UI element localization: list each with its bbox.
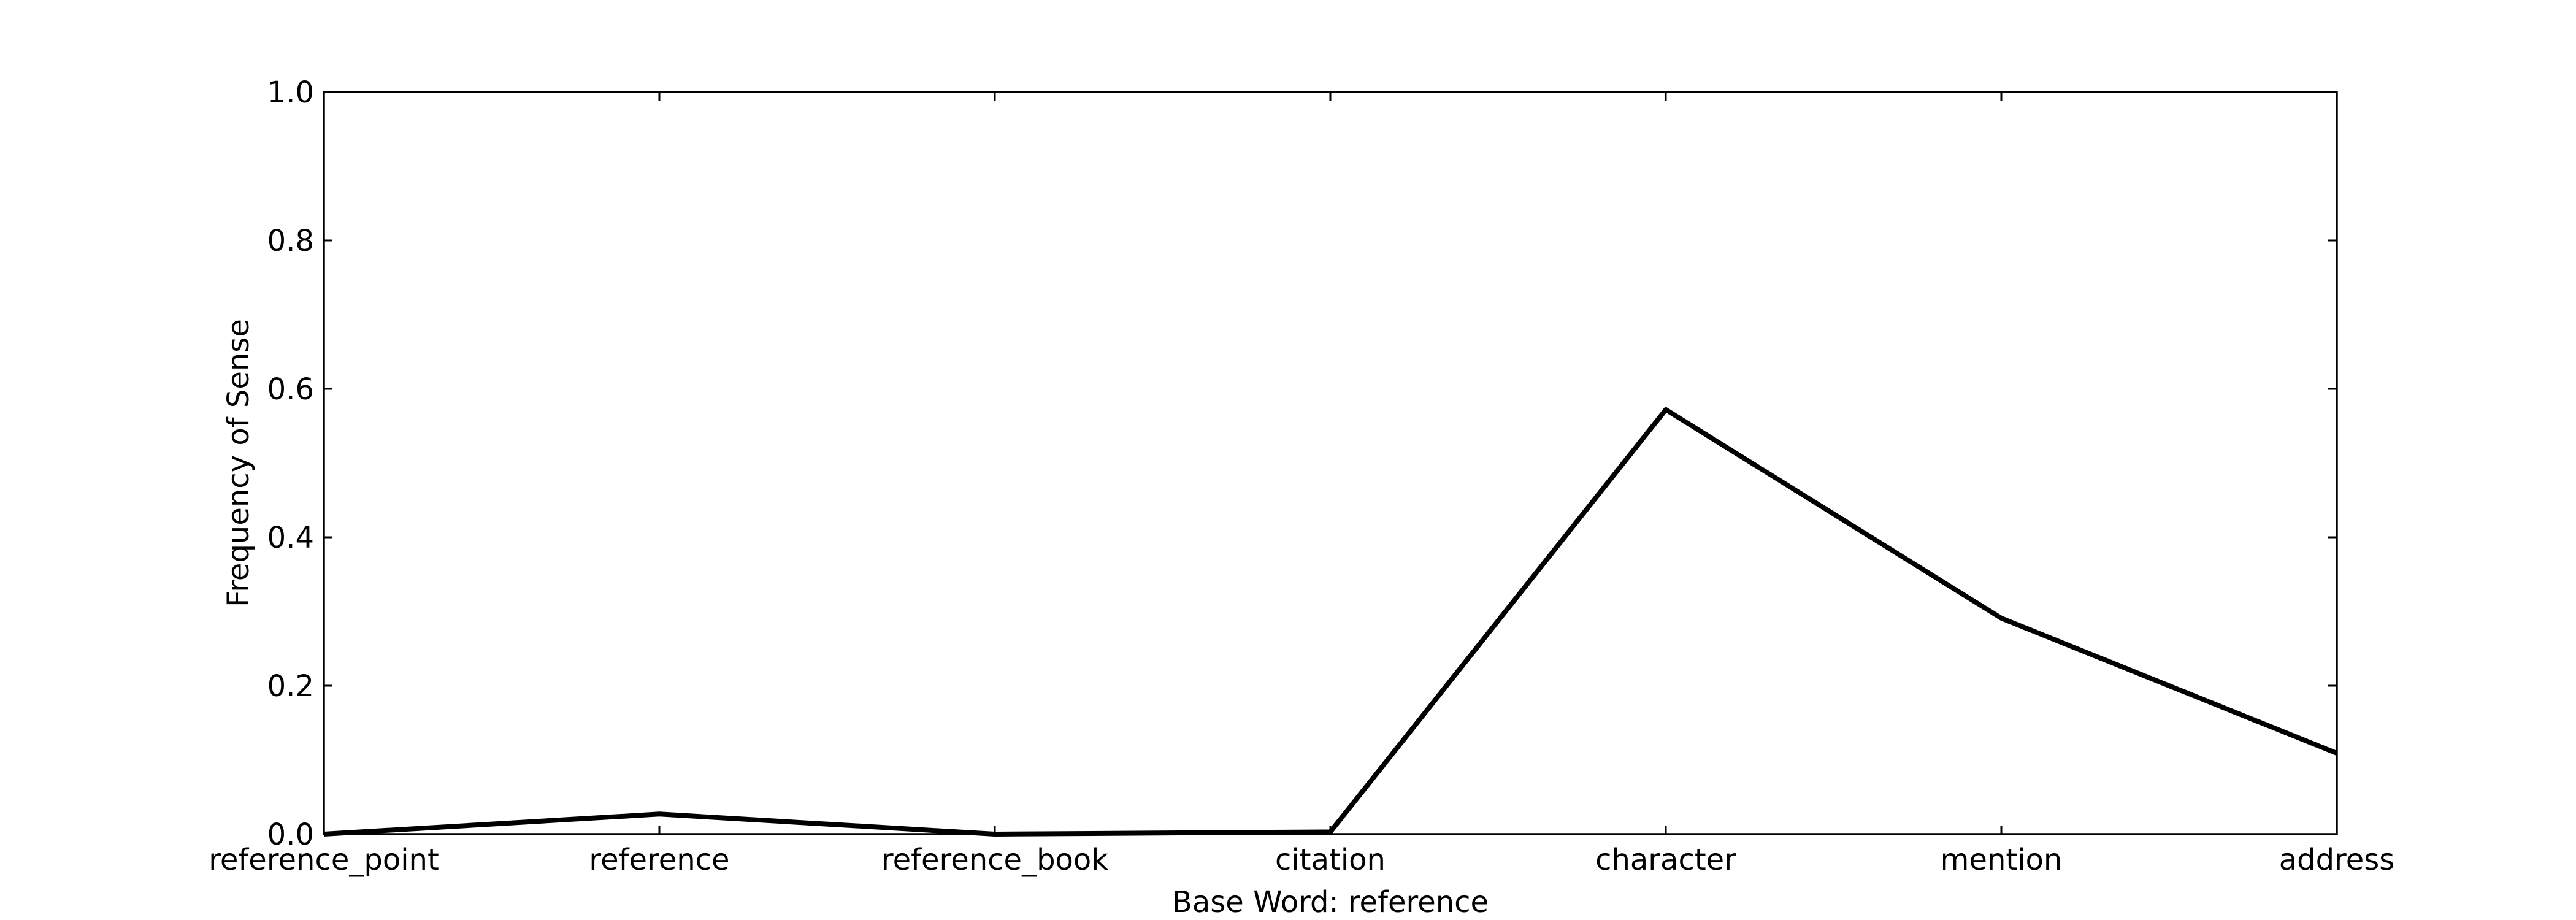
series-layer xyxy=(323,407,2338,837)
y-axis-label: Frequency of Sense xyxy=(221,319,256,607)
plot-frame xyxy=(323,91,2338,835)
x-tick-label: reference_point xyxy=(209,843,439,877)
x-tick-label: mention xyxy=(1941,843,2063,877)
x-tick-label: citation xyxy=(1275,843,1386,877)
x-tick-label: reference xyxy=(589,843,729,877)
y-tick-labels: 0.0 0.2 0.4 0.6 0.8 1.0 xyxy=(267,75,314,852)
y-tick-label: 0.0 xyxy=(267,818,314,852)
data-point xyxy=(659,813,660,815)
x-axis-label: Base Word: reference xyxy=(1172,885,1489,919)
x-tick-labels: reference_point reference reference_book ci… xyxy=(209,843,2394,877)
y-tick-label: 0.4 xyxy=(267,521,314,555)
y-tick-label: 0.8 xyxy=(267,224,314,258)
ticks-layer xyxy=(323,91,2338,835)
y-tick-label: 0.6 xyxy=(267,372,314,407)
y-tick-label: 0.2 xyxy=(267,669,314,703)
x-tick-label: reference_book xyxy=(881,843,1108,877)
x-tick-label: address xyxy=(2279,843,2395,877)
series-line xyxy=(323,407,2338,837)
x-tick-label: character xyxy=(1595,843,1736,877)
y-tick-label: 1.0 xyxy=(267,75,314,110)
